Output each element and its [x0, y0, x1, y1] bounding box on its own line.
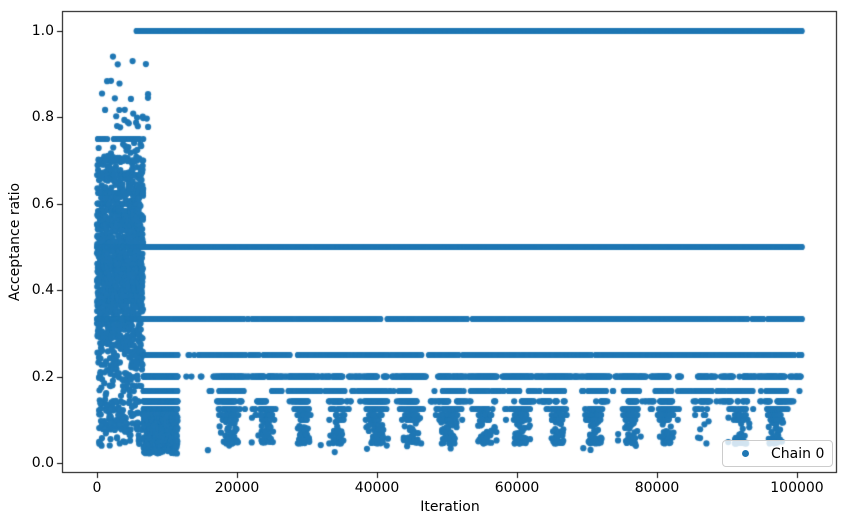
x-tick-label: 20000 — [214, 480, 260, 496]
y-tick-label: 0.6 — [31, 195, 54, 212]
x-tick-label: 0 — [92, 480, 102, 496]
y-tick-label: 0.2 — [31, 368, 54, 385]
y-tick-label: 0.8 — [31, 109, 54, 126]
y-axis-label: Acceptance ratio — [7, 182, 23, 302]
legend-marker-dot — [742, 450, 749, 457]
legend: Chain 0 — [722, 440, 833, 467]
x-axis-label: Iteration — [420, 499, 480, 515]
y-tick-label: 0.4 — [31, 282, 54, 299]
x-tick-label: 80000 — [634, 480, 680, 496]
x-tick-label: 100000 — [770, 480, 824, 496]
y-tick-label: 1.0 — [31, 23, 54, 39]
y-tick-label: 0.0 — [31, 455, 54, 472]
legend-label: Chain 0 — [771, 445, 825, 462]
x-tick-label: 40000 — [354, 480, 400, 496]
x-tick-label: 60000 — [494, 480, 540, 496]
